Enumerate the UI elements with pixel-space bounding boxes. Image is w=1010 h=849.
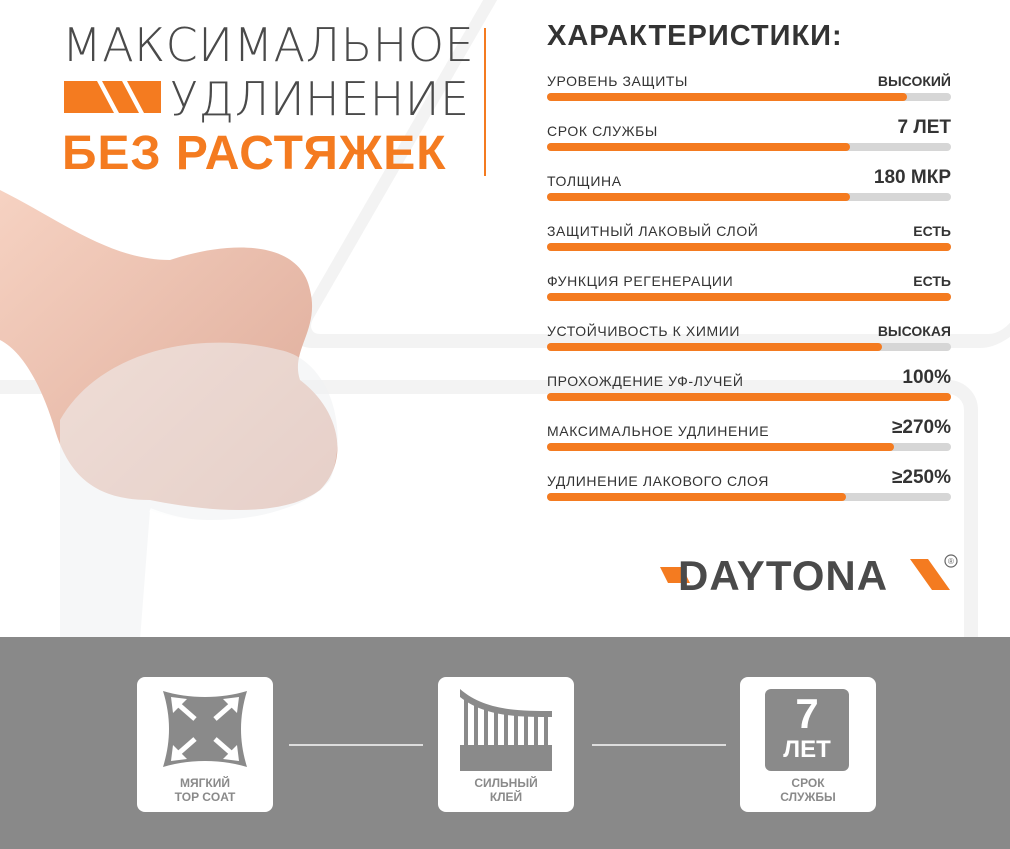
spec-label: МАКСИМАЛЬНОЕ УДЛИНЕНИЕ — [547, 423, 770, 439]
feature-caption: TOP COAT — [174, 790, 236, 804]
spec-row: СРОК СЛУЖБЫ 7 ЛЕТ — [547, 111, 951, 151]
spec-value: 100% — [902, 367, 951, 388]
spec-bar-track — [547, 243, 951, 251]
feature-caption: СРОК — [791, 776, 825, 790]
spec-row: УДЛИНЕНИЕ ЛАКОВОГО СЛОЯ ≥250% — [547, 461, 951, 501]
feature-card-service-life: 7 ЛЕТ СРОК СЛУЖБЫ — [740, 677, 876, 812]
spec-value: ≥270% — [891, 417, 951, 438]
connector-line — [289, 744, 423, 746]
spec-row: УСТОЙЧИВОСТЬ К ХИМИИ ВЫСОКАЯ — [547, 311, 951, 351]
spec-bar-fill — [547, 243, 951, 251]
spec-bar-fill — [547, 143, 850, 151]
feature-caption: СИЛЬНЫЙ — [474, 776, 538, 790]
spec-value: ВЫСОКАЯ — [877, 323, 951, 339]
headline-line3: БЕЗ РАСТЯЖЕК — [62, 127, 447, 180]
spec-value: 7 ЛЕТ — [897, 117, 951, 138]
connector-line — [592, 744, 726, 746]
svg-text:®: ® — [948, 557, 954, 566]
spec-row: МАКСИМАЛЬНОЕ УДЛИНЕНИЕ ≥270% — [547, 411, 951, 451]
feature-card-soft-topcoat: МЯГКИЙ TOP COAT — [137, 677, 273, 812]
feature-card-strong-adhesive: СИЛЬНЫЙ КЛЕЙ — [438, 677, 574, 812]
spec-row: ТОЛЩИНА 180 МКР — [547, 161, 951, 201]
divider — [484, 28, 486, 176]
specs-title: ХАРАКТЕРИСТИКИ: — [547, 20, 843, 52]
spec-value: 180 МКР — [873, 167, 951, 188]
svg-text:DAYTONA: DAYTONA — [678, 553, 888, 597]
daytona-logo: DAYTONA ® — [660, 553, 958, 597]
spec-bar-fill — [547, 443, 895, 451]
spec-bar-track — [547, 343, 951, 351]
feature-caption: СЛУЖБЫ — [780, 790, 836, 804]
spec-label: ФУНКЦИЯ РЕГЕНЕРАЦИИ — [547, 273, 734, 289]
spec-row: ПРОХОЖДЕНИЕ УФ-ЛУЧЕЙ 100% — [547, 361, 951, 401]
spec-row: УРОВЕНЬ ЗАЩИТЫ ВЫСОКИЙ — [547, 61, 951, 101]
spec-value: ВЫСОКИЙ — [877, 73, 951, 89]
stripes-icon — [64, 81, 161, 113]
spec-label: УСТОЙЧИВОСТЬ К ХИМИИ — [547, 323, 741, 339]
headline-line1: МАКСИМАЛЬНОЕ — [62, 18, 475, 72]
spec-bar-track — [547, 443, 951, 451]
spec-value: ЕСТЬ — [913, 223, 951, 239]
spec-bar-fill — [547, 493, 846, 501]
spec-bar-track — [547, 93, 951, 101]
adhesive-icon — [460, 689, 552, 771]
spec-row: ФУНКЦИЯ РЕГЕНЕРАЦИИ ЕСТЬ — [547, 261, 951, 301]
spec-value: ЕСТЬ — [913, 273, 951, 289]
spec-value: ≥250% — [891, 467, 951, 488]
spec-bar-fill — [547, 93, 907, 101]
spec-label: УДЛИНЕНИЕ ЛАКОВОГО СЛОЯ — [547, 473, 769, 489]
spec-bar-track — [547, 193, 951, 201]
spec-label: ПРОХОЖДЕНИЕ УФ-ЛУЧЕЙ — [547, 373, 744, 389]
spec-label: ТОЛЩИНА — [547, 173, 622, 189]
badge-unit: ЛЕТ — [783, 736, 831, 763]
spec-bar-track — [547, 493, 951, 501]
spec-bar-fill — [547, 293, 951, 301]
spec-bar-fill — [547, 193, 850, 201]
badge-number: 7 — [795, 690, 819, 737]
spec-bar-fill — [547, 343, 883, 351]
spec-bar-track — [547, 143, 951, 151]
hand-with-film-image — [0, 190, 338, 640]
spec-label: УРОВЕНЬ ЗАЩИТЫ — [547, 73, 689, 89]
spec-bar-track — [547, 293, 951, 301]
years-badge-icon: 7 ЛЕТ — [765, 689, 849, 771]
feature-caption: КЛЕЙ — [489, 790, 523, 804]
spec-label: СРОК СЛУЖБЫ — [547, 123, 658, 139]
spec-label: ЗАЩИТНЫЙ ЛАКОВЫЙ СЛОЙ — [547, 223, 759, 239]
spec-bar-fill — [547, 393, 951, 401]
spec-bar-track — [547, 393, 951, 401]
spec-row: ЗАЩИТНЫЙ ЛАКОВЫЙ СЛОЙ ЕСТЬ — [547, 211, 951, 251]
stretch-arrows-icon — [163, 691, 247, 767]
headline-line2: УДЛИНЕНИЕ — [170, 72, 470, 126]
feature-caption: МЯГКИЙ — [180, 776, 230, 790]
